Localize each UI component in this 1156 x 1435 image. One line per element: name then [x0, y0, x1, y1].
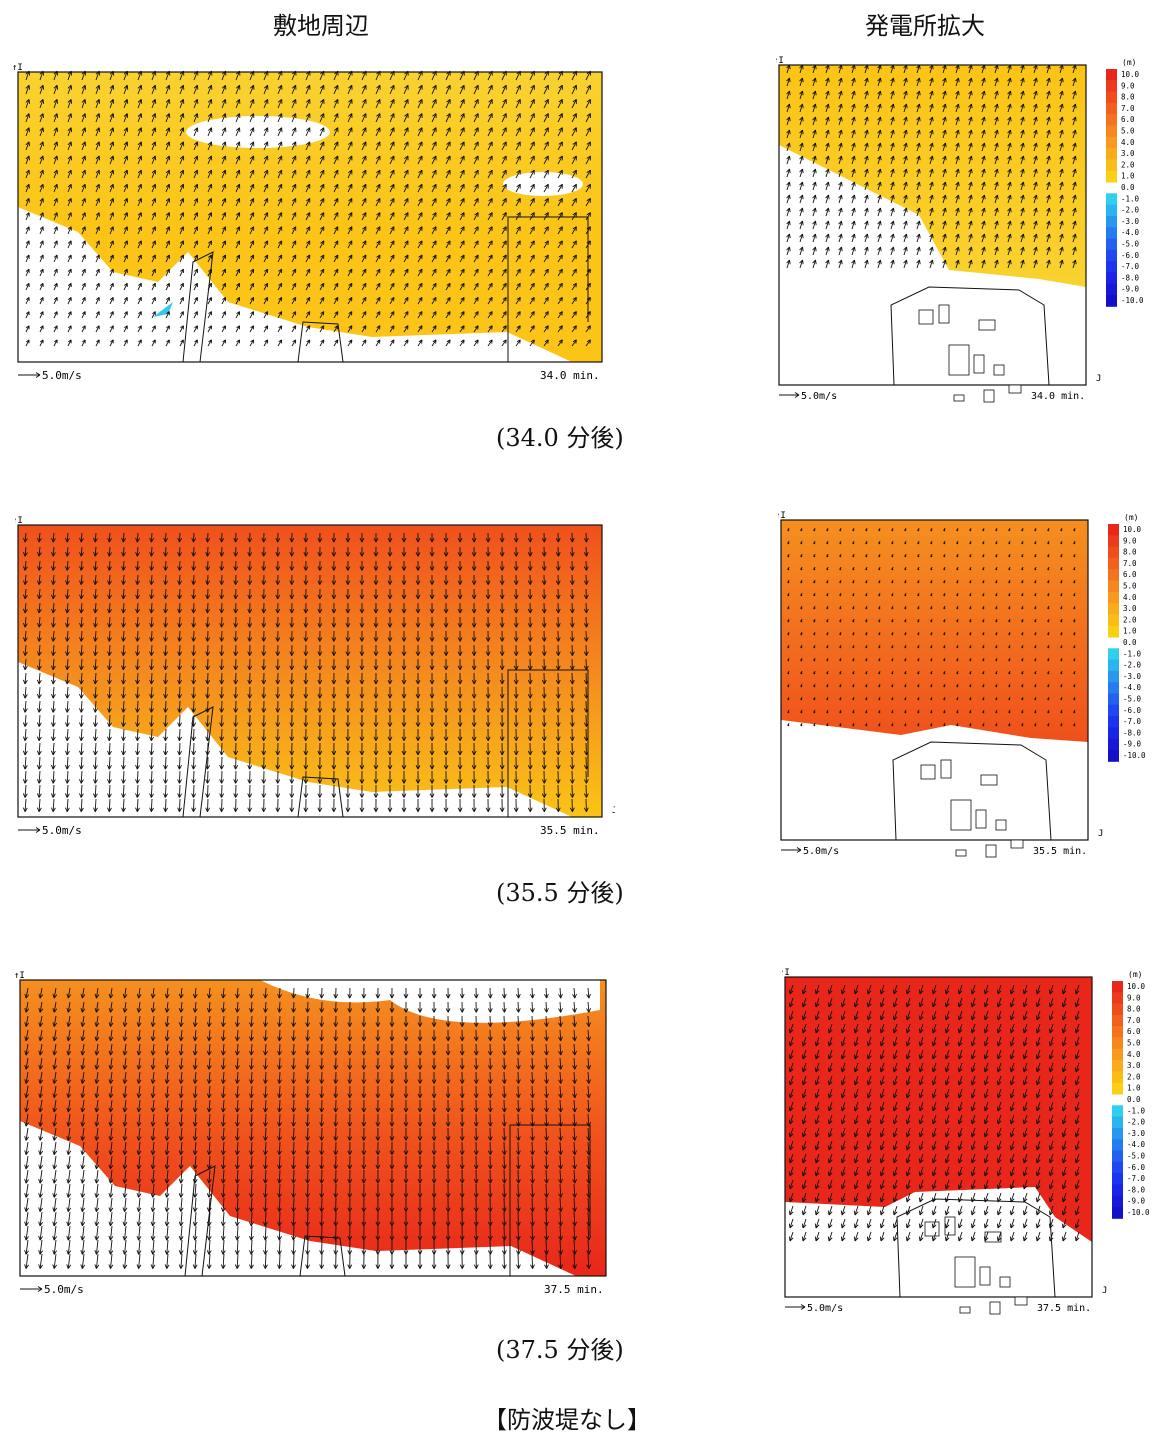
time-label: 35.5 min. [540, 824, 600, 837]
velocity-arrow [532, 1226, 533, 1240]
caption-row-1: (34.0 分後) [496, 418, 624, 453]
panel-row3-site-area: ↑IJ5.0m/s37.5 min.(m)10.09.08.07.06.05.0… [15, 962, 615, 1302]
velocity-arrow [165, 785, 166, 798]
velocity-arrow [307, 1128, 308, 1141]
velocity-arrow [207, 785, 208, 798]
velocity-arrow [293, 1240, 294, 1254]
velocity-arrow [293, 1114, 294, 1126]
scale-label: 5.0m/s [42, 824, 82, 837]
velocity-arrow [532, 1170, 533, 1183]
panel-row2-site-area: ↑IJ5.0m/s35.5 min.(m)10.09.08.07.06.05.0… [15, 508, 615, 848]
velocity-arrow [307, 1226, 308, 1240]
velocity-arrow [307, 1212, 308, 1226]
velocity-arrow [279, 1240, 280, 1254]
velocity-arrow [207, 701, 208, 712]
caption-row-3: (37.5 分後) [496, 1330, 624, 1365]
velocity-arrow [193, 799, 194, 812]
velocity-arrow [307, 1114, 308, 1126]
drawdown-patch [153, 302, 173, 317]
velocity-arrow [265, 1226, 266, 1240]
velocity-arrow [207, 757, 208, 769]
sea-area [18, 525, 602, 817]
time-label: 34.0 min. [540, 369, 600, 382]
velocity-arrow [532, 1212, 533, 1226]
velocity-arrow [518, 1128, 519, 1141]
velocity-arrow [179, 771, 180, 783]
caption-row-2: (35.5 分後) [496, 873, 624, 908]
velocity-arrow [293, 1128, 294, 1141]
panel-svg: ↑IJ5.0m/s34.0 min.(m)10.09.08.07.06.05.0… [8, 55, 608, 395]
velocity-arrow [193, 757, 194, 769]
panel-svg: ↑IJ5.0m/s37.5 min.(m)10.09.08.07.06.05.0… [15, 962, 615, 1302]
footer-label: 【防波堤なし】 [483, 1400, 651, 1435]
velocity-arrow [207, 771, 208, 783]
velocity-arrow [179, 757, 180, 769]
velocity-arrow [518, 1086, 519, 1098]
inundation-map [18, 71, 602, 362]
velocity-arrow [179, 785, 180, 798]
dry-patch [503, 172, 583, 196]
velocity-arrow [193, 785, 194, 798]
velocity-arrow [165, 799, 166, 812]
velocity-arrow [293, 1198, 294, 1212]
velocity-arrow [518, 1142, 519, 1155]
velocity-arrow [518, 1212, 519, 1226]
velocity-arrow [518, 1156, 519, 1169]
velocity-arrow [307, 1184, 308, 1197]
scale-label: 5.0m/s [42, 369, 82, 382]
velocity-arrow [293, 1170, 294, 1183]
velocity-arrow [165, 771, 166, 783]
velocity-arrow [293, 1212, 294, 1226]
velocity-arrow [307, 1072, 308, 1084]
velocity-arrow [193, 729, 194, 741]
velocity-arrow [207, 743, 208, 755]
velocity-arrow [207, 715, 208, 727]
velocity-arrow [265, 1240, 266, 1254]
velocity-arrow [251, 1226, 252, 1240]
velocity-arrow [307, 1170, 308, 1183]
velocity-arrow [532, 1156, 533, 1169]
velocity-arrow [307, 1240, 308, 1254]
velocity-arrow [293, 1184, 294, 1197]
header-right: 発電所拡大 [865, 6, 985, 41]
velocity-arrow [151, 799, 152, 812]
velocity-arrow [532, 1240, 533, 1254]
velocity-arrow [307, 1100, 308, 1112]
velocity-arrow [193, 743, 194, 755]
header-left: 敷地周辺 [273, 6, 369, 41]
axis-i-label: ↑I [12, 63, 23, 73]
velocity-arrow [532, 1184, 533, 1197]
velocity-arrow [193, 771, 194, 783]
velocity-arrow [518, 1100, 519, 1112]
velocity-arrow [532, 1142, 533, 1155]
velocity-arrow [307, 1142, 308, 1155]
velocity-arrow [518, 1198, 519, 1212]
velocity-arrow [518, 1226, 519, 1240]
axis-i-label: ↑I [15, 516, 23, 526]
velocity-arrow [293, 1226, 294, 1240]
velocity-arrow [307, 1198, 308, 1212]
velocity-arrow [251, 1240, 252, 1254]
velocity-arrow [307, 1086, 308, 1098]
velocity-arrow [518, 1114, 519, 1126]
inundation-map [18, 525, 602, 817]
velocity-arrow [207, 729, 208, 741]
velocity-arrow [532, 1128, 533, 1141]
velocity-arrow [179, 799, 180, 812]
velocity-arrow [518, 1184, 519, 1197]
velocity-arrow [307, 1156, 308, 1169]
panel-svg: ↑IJ5.0m/s35.5 min.(m)10.09.08.07.06.05.0… [15, 508, 615, 848]
velocity-arrow [518, 1240, 519, 1254]
velocity-arrow [293, 1142, 294, 1155]
velocity-arrow [532, 1198, 533, 1212]
axis-j-label: J [612, 806, 615, 816]
inundation-map [20, 980, 606, 1276]
velocity-arrow [293, 1156, 294, 1169]
panel-row1-site-area: ↑IJ5.0m/s34.0 min.(m)10.09.08.07.06.05.0… [8, 55, 608, 395]
velocity-arrow [518, 1170, 519, 1183]
velocity-arrow [207, 799, 208, 812]
